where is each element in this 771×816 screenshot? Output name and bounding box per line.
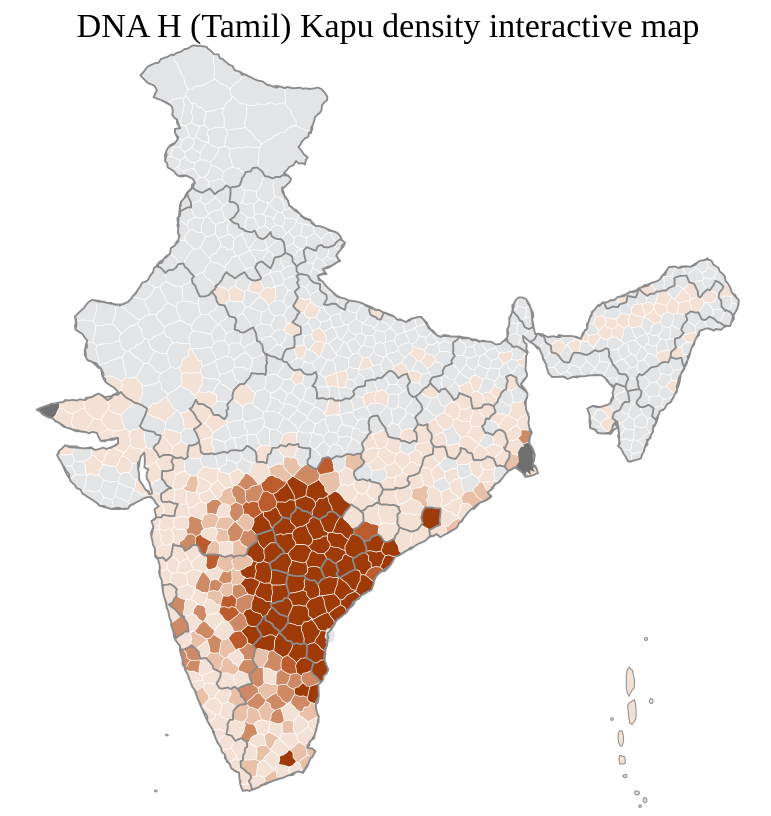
svg-text:DNA H (Tamil) Kapu density int: DNA H (Tamil) Kapu density interactive m… (77, 8, 700, 45)
